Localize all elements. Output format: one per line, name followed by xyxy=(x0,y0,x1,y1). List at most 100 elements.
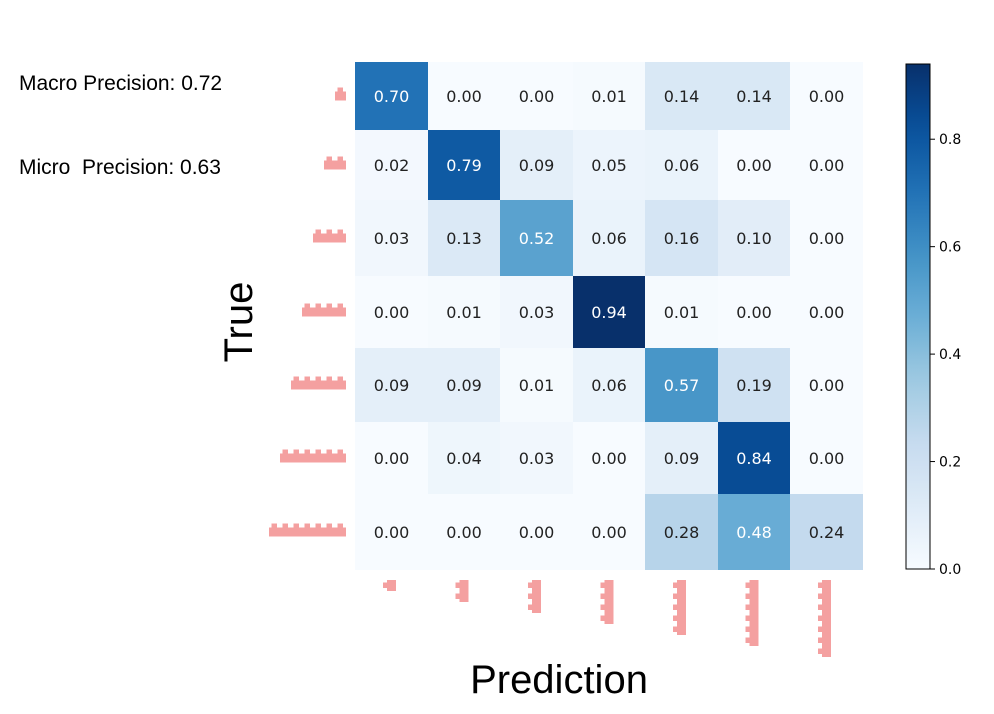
heatmap-cell xyxy=(500,348,573,422)
heatmap-cell xyxy=(573,276,645,348)
y-tick-marker xyxy=(313,229,346,243)
heatmap-cell xyxy=(428,200,500,276)
heatmap-cell xyxy=(645,130,718,200)
y-tick-marker xyxy=(324,156,346,170)
y-tick-marker xyxy=(280,449,346,463)
heatmap-cell xyxy=(573,62,645,130)
heatmap-cell xyxy=(718,130,790,200)
cell-value-label: 0.00 xyxy=(374,523,410,542)
heatmap-cell xyxy=(355,494,428,570)
heatmap-cell xyxy=(428,422,500,494)
colorbar-tick-label: 0.4 xyxy=(939,347,961,363)
x-tick-marker xyxy=(600,580,614,624)
heatmap-cell xyxy=(355,200,428,276)
cell-value-label: 0.00 xyxy=(809,156,845,175)
cell-value-label: 0.57 xyxy=(664,376,700,395)
heatmap-cell xyxy=(790,276,863,348)
heatmap-cell xyxy=(718,348,790,422)
heatmap-cell xyxy=(790,494,863,570)
x-axis-label: Prediction xyxy=(470,658,648,702)
heatmap-cell xyxy=(645,62,718,130)
cell-value-label: 0.52 xyxy=(519,229,555,248)
heatmap-cell xyxy=(500,62,573,130)
cell-value-label: 0.48 xyxy=(736,523,772,542)
heatmap-cell xyxy=(428,276,500,348)
cell-value-label: 0.01 xyxy=(591,87,627,106)
cell-value-label: 0.00 xyxy=(519,87,555,106)
x-tick-markers xyxy=(383,580,831,657)
heatmap-cell xyxy=(790,130,863,200)
cell-value-label: 0.24 xyxy=(809,523,845,542)
cell-value-label: 0.70 xyxy=(374,87,410,106)
heatmap-cell xyxy=(428,130,500,200)
cell-value-label: 0.00 xyxy=(591,523,627,542)
heatmap-cell xyxy=(355,348,428,422)
macro-precision-text: Macro Precision: 0.72 xyxy=(19,72,223,95)
cell-value-label: 0.02 xyxy=(374,156,410,175)
y-tick-marker xyxy=(269,523,346,537)
cell-value-label: 0.06 xyxy=(664,156,700,175)
y-tick-marker xyxy=(335,87,346,101)
heatmap-cell xyxy=(428,348,500,422)
cell-value-label: 0.00 xyxy=(736,156,772,175)
cell-value-label: 0.79 xyxy=(446,156,482,175)
heatmap-cell xyxy=(573,130,645,200)
heatmap-cell xyxy=(500,200,573,276)
heatmap-cell xyxy=(355,422,428,494)
heatmap-cell xyxy=(573,200,645,276)
cell-value-label: 0.06 xyxy=(591,229,627,248)
cell-value-label: 0.00 xyxy=(446,523,482,542)
heatmap-cell xyxy=(500,494,573,570)
heatmap-cell xyxy=(645,348,718,422)
heatmap-cell xyxy=(500,130,573,200)
heatmap-cell xyxy=(355,62,428,130)
x-tick-marker xyxy=(528,580,541,613)
heatmap-cell xyxy=(718,494,790,570)
heatmap-cell xyxy=(718,422,790,494)
cell-value-label: 0.09 xyxy=(519,156,555,175)
cell-value-label: 0.03 xyxy=(519,449,555,468)
heatmap-cell xyxy=(500,422,573,494)
heatmap-cell xyxy=(645,494,718,570)
cell-value-label: 0.09 xyxy=(374,376,410,395)
cell-value-label: 0.13 xyxy=(446,229,482,248)
heatmap-cell xyxy=(645,422,718,494)
cell-value-label: 0.00 xyxy=(519,523,555,542)
heatmap-cell xyxy=(718,62,790,130)
cell-value-label: 0.00 xyxy=(374,449,410,468)
cell-value-label: 0.10 xyxy=(736,229,772,248)
x-tick-marker xyxy=(455,580,469,602)
cell-value-label: 0.05 xyxy=(591,156,627,175)
heatmap-cell xyxy=(355,276,428,348)
cell-value-label: 0.00 xyxy=(809,449,845,468)
heatmap-cell xyxy=(573,348,645,422)
y-axis-label: True xyxy=(217,282,261,363)
heatmap-cell xyxy=(645,200,718,276)
cell-value-label: 0.09 xyxy=(664,449,700,468)
heatmap-cell xyxy=(428,62,500,130)
cell-value-label: 0.03 xyxy=(519,303,555,322)
heatmap-cell xyxy=(428,494,500,570)
y-tick-marker xyxy=(302,303,346,317)
heatmap-cell xyxy=(718,200,790,276)
heatmap-cell xyxy=(645,276,718,348)
y-tick-marker xyxy=(291,376,346,390)
cell-value-label: 0.19 xyxy=(736,376,772,395)
heatmap-cell xyxy=(355,130,428,200)
heatmap-cell xyxy=(573,494,645,570)
heatmap-cell xyxy=(718,276,790,348)
heatmap-cell xyxy=(573,422,645,494)
x-tick-marker xyxy=(383,580,396,591)
heatmap-cell xyxy=(500,276,573,348)
colorbar-tick-label: 0.2 xyxy=(939,455,961,471)
y-tick-markers xyxy=(269,87,346,537)
cell-value-label: 0.06 xyxy=(591,376,627,395)
cell-value-label: 0.00 xyxy=(809,229,845,248)
colorbar-tick-label: 0.0 xyxy=(939,562,961,578)
x-tick-marker xyxy=(818,580,831,657)
micro-precision-text: Micro Precision: 0.63 xyxy=(19,156,221,179)
heatmap-cells xyxy=(355,62,863,570)
cell-value-label: 0.00 xyxy=(736,303,772,322)
cell-value-label: 0.00 xyxy=(374,303,410,322)
cell-value-label: 0.14 xyxy=(664,87,700,106)
